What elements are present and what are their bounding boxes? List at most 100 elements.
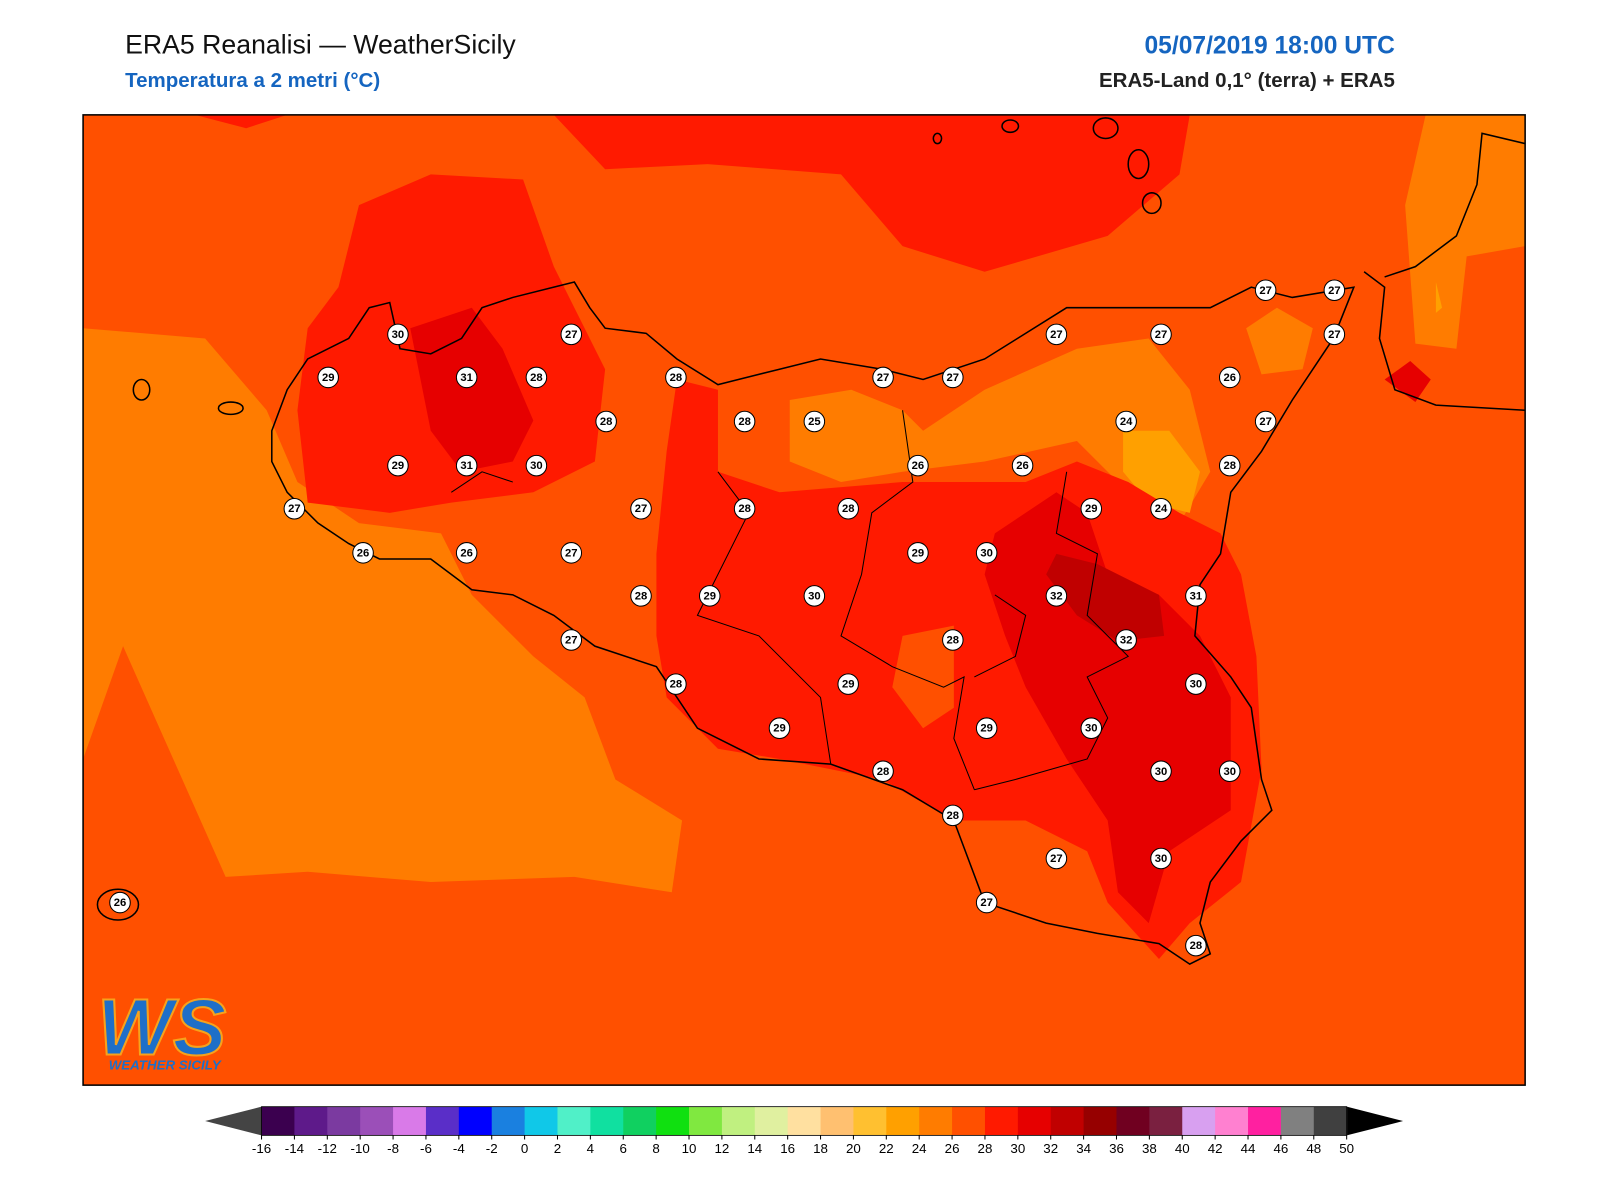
station-value: 29 <box>842 679 855 691</box>
station: 28 <box>525 366 548 389</box>
colorbar-box <box>1017 1106 1052 1136</box>
station-marker <box>733 410 756 433</box>
station: 27 <box>630 497 652 520</box>
colorbar-tick-label: 10 <box>682 1141 697 1156</box>
station: 25 <box>803 410 826 433</box>
station-marker <box>1115 410 1137 433</box>
station-marker <box>387 323 409 346</box>
colorbar-tick-label: 22 <box>879 1141 894 1156</box>
colorbar-box <box>1313 1106 1348 1136</box>
station-marker <box>1218 366 1241 389</box>
station-marker <box>942 804 964 827</box>
colorbar-box <box>491 1106 526 1136</box>
station-marker <box>837 673 859 695</box>
map-frame <box>82 114 1526 1086</box>
station-marker <box>665 366 687 389</box>
station: 30 <box>387 323 409 346</box>
station: 24 <box>1150 497 1172 520</box>
colorbar-box <box>919 1106 953 1136</box>
field-contour <box>789 338 1211 524</box>
station-marker <box>455 366 478 389</box>
station-marker <box>317 366 339 389</box>
island <box>132 378 151 401</box>
station-value: 24 <box>1120 416 1133 428</box>
coastline <box>1363 271 1526 412</box>
colorbar-tick-label: 42 <box>1208 1141 1223 1156</box>
station: 32 <box>1045 585 1068 607</box>
field-contour <box>1384 361 1431 403</box>
colorbar-box <box>787 1106 822 1136</box>
station: 30 <box>803 585 826 607</box>
station-marker <box>560 323 583 346</box>
colorbar-tick-label: 0 <box>521 1141 528 1156</box>
field-contour <box>1046 553 1165 642</box>
station: 24 <box>1115 410 1137 433</box>
station-marker <box>942 629 964 651</box>
station-value: 27 <box>1259 416 1272 428</box>
station-value: 28 <box>530 372 543 384</box>
boundary <box>450 410 1130 791</box>
colorbar: -16 -14 -12 -10 -8 -6 -4 -2 0 2 4 6 8 10 12 14 16 18 20 22 2… <box>205 1106 1404 1156</box>
station: 27 <box>975 891 998 914</box>
station: 28 <box>630 585 652 607</box>
station-marker <box>1323 323 1346 346</box>
station-marker <box>1045 585 1068 607</box>
station: 26 <box>109 891 131 914</box>
station-value: 30 <box>980 547 993 559</box>
field-contour <box>194 114 288 129</box>
station-marker <box>1218 760 1241 783</box>
station: 29 <box>1080 497 1103 520</box>
station-value: 29 <box>980 723 993 735</box>
colorbar-box <box>327 1106 361 1136</box>
colorbar-tick-label: 2 <box>554 1141 561 1156</box>
station: 27 <box>1323 279 1346 302</box>
station-marker <box>907 454 929 477</box>
station-marker <box>595 410 617 433</box>
station-value: 28 <box>600 416 613 428</box>
station: 27 <box>1045 323 1068 346</box>
station: 26 <box>352 542 374 564</box>
station: 28 <box>942 804 964 827</box>
station-marker <box>109 891 131 914</box>
colorbar-box <box>1083 1106 1118 1136</box>
station-marker <box>283 497 306 520</box>
field-contour <box>892 625 954 729</box>
colorbar-tick-label: -8 <box>387 1141 399 1156</box>
station-marker <box>352 542 374 564</box>
colorbar-box <box>360 1106 394 1136</box>
station-marker <box>837 497 859 520</box>
island <box>96 888 140 921</box>
station-value: 28 <box>635 590 648 602</box>
station-marker <box>803 410 826 433</box>
station-marker <box>907 542 929 564</box>
colorbar-tick-label: 18 <box>813 1141 828 1156</box>
station-marker <box>872 760 894 783</box>
station-value: 27 <box>565 635 578 647</box>
field-contour <box>984 492 1231 924</box>
colorbar-tick-label: -16 <box>252 1141 271 1156</box>
colorbar-box <box>458 1106 493 1136</box>
station-value: 31 <box>1190 590 1203 602</box>
station-marker <box>1080 717 1103 739</box>
colorbar-tick-label: 32 <box>1043 1141 1058 1156</box>
station: 28 <box>665 673 687 695</box>
colorbar-box <box>1149 1106 1183 1136</box>
station-marker <box>455 542 478 564</box>
station-marker <box>630 497 652 520</box>
colorbar-box <box>754 1106 789 1136</box>
station-value: 27 <box>1328 285 1341 297</box>
station-value: 26 <box>357 547 370 559</box>
station: 30 <box>525 454 548 477</box>
island <box>932 132 943 145</box>
station: 29 <box>907 542 929 564</box>
colorbar-tick-label: 48 <box>1306 1141 1321 1156</box>
colorbar-box <box>425 1106 460 1136</box>
field-contour <box>83 328 683 893</box>
station-value: 28 <box>1190 940 1203 952</box>
colorbar-tick-label: -6 <box>420 1141 432 1156</box>
station: 29 <box>387 454 409 477</box>
station-value: 28 <box>670 372 683 384</box>
colorbar-box <box>1182 1106 1216 1136</box>
coastlines <box>96 117 1526 965</box>
